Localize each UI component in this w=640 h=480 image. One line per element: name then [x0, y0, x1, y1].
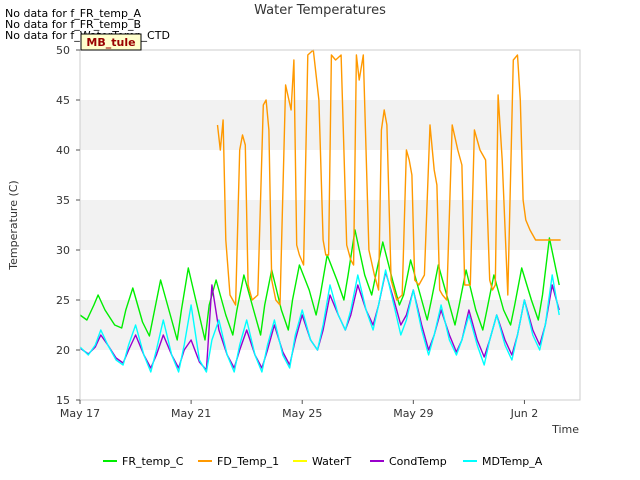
no-data-message: No data for f_FR_temp_A: [5, 7, 141, 20]
y-axis-title: Temperature (C): [7, 180, 20, 270]
no-data-message: No data for f_FR_temp_B: [5, 18, 142, 31]
legend-label: WaterT: [312, 455, 352, 468]
x-tick-label: May 21: [171, 407, 211, 420]
site-badge-box: [80, 33, 142, 51]
chart-title: Water Temperatures: [254, 3, 386, 18]
series-line-MDTemp_A: [79, 269, 560, 373]
legend: FR_temp_C FD_Temp_1 WaterT CondTemp MDTemp_A: [103, 455, 543, 468]
y-tick-label: 50: [56, 44, 70, 57]
y-tick-label: 35: [56, 194, 70, 207]
grid-band: [80, 250, 580, 300]
series-line-FD_Temp_1: [216, 49, 561, 306]
series-line-FR_temp_C: [79, 229, 560, 341]
grid-band: [80, 50, 580, 100]
x-tick-label: May 17: [60, 407, 100, 420]
x-axis: May 17 May 21 May 25 May 29 Jun 2: [60, 400, 538, 420]
y-tick-label: 30: [56, 244, 70, 257]
y-tick-label: 15: [56, 394, 70, 407]
y-tick-label: 45: [56, 94, 70, 107]
grid-band: [80, 300, 580, 350]
y-tick-label: 40: [56, 144, 70, 157]
x-tick-label: May 29: [393, 407, 433, 420]
y-axis: 15 20 25 30 35 40 45 50: [56, 44, 80, 407]
grid-band: [80, 350, 580, 400]
y-tick-label: 25: [56, 294, 70, 307]
x-tick-label: May 25: [282, 407, 322, 420]
y-tick-label: 20: [56, 344, 70, 357]
legend-label: MDTemp_A: [482, 455, 543, 468]
site-badge-label: MB_tule: [86, 36, 135, 49]
plot-frame: [79, 49, 581, 401]
legend-label: CondTemp: [389, 455, 447, 468]
x-tick-label: Jun 2: [510, 407, 539, 420]
legend-label: FR_temp_C: [122, 455, 184, 468]
x-axis-title: Time: [551, 423, 579, 436]
legend-label: FD_Temp_1: [217, 455, 279, 468]
series-lines: [79, 49, 561, 373]
site-badge: MB_tule: [80, 33, 142, 51]
